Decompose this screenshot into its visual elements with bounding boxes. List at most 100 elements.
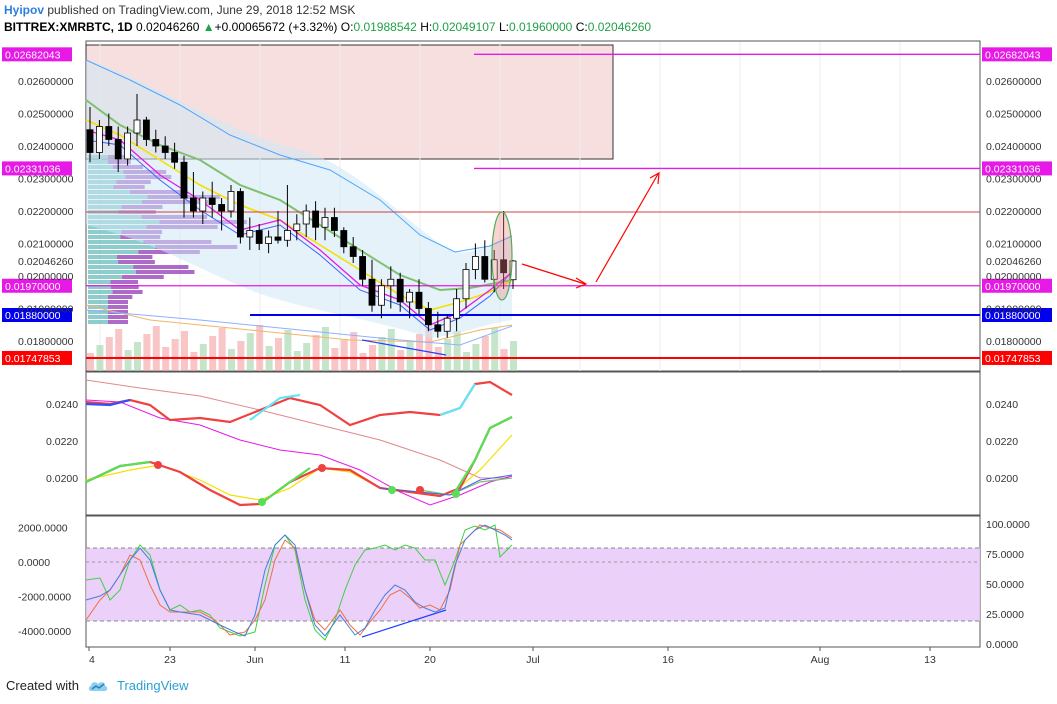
profile-bar-purple [108, 295, 133, 299]
profile-bar-teal [88, 230, 122, 234]
profile-bar-purple [108, 315, 128, 319]
price-tick-left: 0.02400000 [18, 141, 74, 153]
osc-tick-left: -4000.0000 [18, 626, 71, 638]
low-value: 0.01960000 [508, 20, 573, 34]
osc-tick-right: 100.0000 [986, 519, 1030, 531]
candle-body [227, 191, 235, 212]
price-tick-right: 0.02046260 [986, 256, 1042, 268]
level-tag-right [982, 278, 1052, 293]
osc-tick-right: 50.0000 [986, 579, 1024, 591]
osc-tick-left: 2000.0000 [18, 523, 68, 535]
chart-canvas[interactable]: 0.02682043 0.02682043 0.02331036 0.02331036… [0, 0, 1057, 676]
candle-body [509, 260, 517, 281]
profile-bar-purple [135, 270, 195, 274]
price-tick-left: 0.02500000 [18, 109, 74, 121]
volume-bar [340, 340, 348, 371]
level-tag-text: 0.01880000 [985, 310, 1041, 322]
tradingview-link[interactable]: TradingView [116, 678, 189, 693]
level-tag-text: 0.01970000 [985, 281, 1041, 293]
profile-bar-teal [88, 260, 119, 264]
cross-dot [452, 490, 460, 498]
cross-dot [258, 498, 266, 506]
ma-tick-left: 0.0240 [46, 399, 78, 411]
level-tag-right [982, 308, 1052, 322]
osc-tick-right: 75.0000 [986, 549, 1024, 561]
up-triangle-icon: ▲ [202, 20, 215, 34]
volume-bar [209, 336, 217, 371]
chart-header: Hyipov published on TradingView.com, Jun… [4, 2, 1004, 36]
price-tick-left: 0.02200000 [18, 206, 74, 218]
candle-body [96, 126, 103, 153]
price-tick-left: 0.02600000 [18, 76, 74, 88]
profile-bar-teal [88, 235, 121, 239]
price-divergence-line [361, 339, 447, 356]
price-tick-right: 0.02300000 [986, 174, 1042, 186]
candle-body [180, 161, 188, 199]
candle-body [330, 217, 338, 231]
price-tick-left: 0.01800000 [18, 336, 74, 348]
light-blue-line [85, 309, 513, 346]
level-tag-left [2, 47, 72, 62]
candle-body [471, 256, 479, 270]
high-value: 0.02049107 [432, 20, 496, 34]
level-tag-left [2, 161, 72, 176]
profile-bar-teal [88, 300, 108, 304]
volume-bar [510, 341, 517, 371]
price-levels: 0.02682043 0.02682043 0.02331036 0.02331036… [2, 47, 1052, 365]
volume-bar [162, 347, 170, 371]
cloud-icon [88, 681, 108, 691]
volume-bar [397, 350, 405, 371]
candle-body [133, 119, 141, 134]
ma-tick-right: 0.0220 [986, 436, 1018, 448]
candle-body [114, 139, 122, 160]
level-tag-right [982, 161, 1052, 176]
volume-bar [322, 327, 329, 371]
profile-bar-purple [116, 255, 153, 259]
profile-bar-teal [88, 280, 111, 284]
level-tag-left [2, 278, 72, 293]
time-tick-label: Jun [247, 654, 264, 666]
profile-bar-teal [88, 255, 117, 259]
profile-bar-teal [88, 270, 136, 274]
candle-body [283, 230, 291, 241]
cloud-band [86, 60, 512, 338]
osc-tick-right: 0.0000 [986, 639, 1018, 651]
volume-bar [218, 328, 226, 371]
time-tick-label: 20 [424, 654, 436, 666]
volume-bar [463, 352, 470, 371]
ma-fast-lower-line [85, 416, 513, 507]
osc-red-line [85, 524, 513, 636]
volume-bar [237, 341, 245, 371]
candle-body [189, 197, 197, 212]
candle-body [86, 129, 94, 153]
volume-bar [378, 337, 386, 371]
profile-bar-teal [88, 295, 108, 299]
profile-bar-purple [110, 285, 139, 289]
ma-tick-right: 0.0200 [986, 473, 1018, 485]
author-name[interactable]: Hyipov [4, 3, 45, 17]
volume-bar [481, 336, 489, 371]
candle-body [349, 246, 357, 257]
candle-body [406, 291, 414, 303]
level-tag-text: 0.02331036 [5, 163, 61, 175]
cross-dot [318, 464, 326, 472]
volume-bar [181, 331, 188, 371]
level-tag-right [982, 47, 1052, 62]
price-tick-right: 0.02200000 [986, 206, 1042, 218]
ma-dark-green-line [419, 477, 513, 496]
time-tick-label: Jul [526, 654, 539, 666]
upper-band-line [85, 59, 513, 253]
candle-body [387, 278, 395, 287]
osc-blue-line [85, 524, 513, 637]
price-change: +0.00065672 (+3.32%) [214, 20, 338, 34]
level-tag-text: 0.02682043 [5, 49, 61, 61]
volume-bar [425, 326, 433, 371]
ma-tick-right: 0.0240 [986, 399, 1018, 411]
profile-bar-teal [88, 275, 123, 279]
profile-bar-teal [88, 305, 108, 309]
symbol-line: BITTREX:XMRBTC, 1D 0.02046260 ▲+0.000656… [4, 19, 1004, 36]
profile-bar-teal [88, 310, 108, 314]
profile-bar-purple [112, 290, 143, 294]
profile-bar-purple [108, 305, 128, 309]
level-tag-text: 0.01747853 [5, 353, 61, 365]
